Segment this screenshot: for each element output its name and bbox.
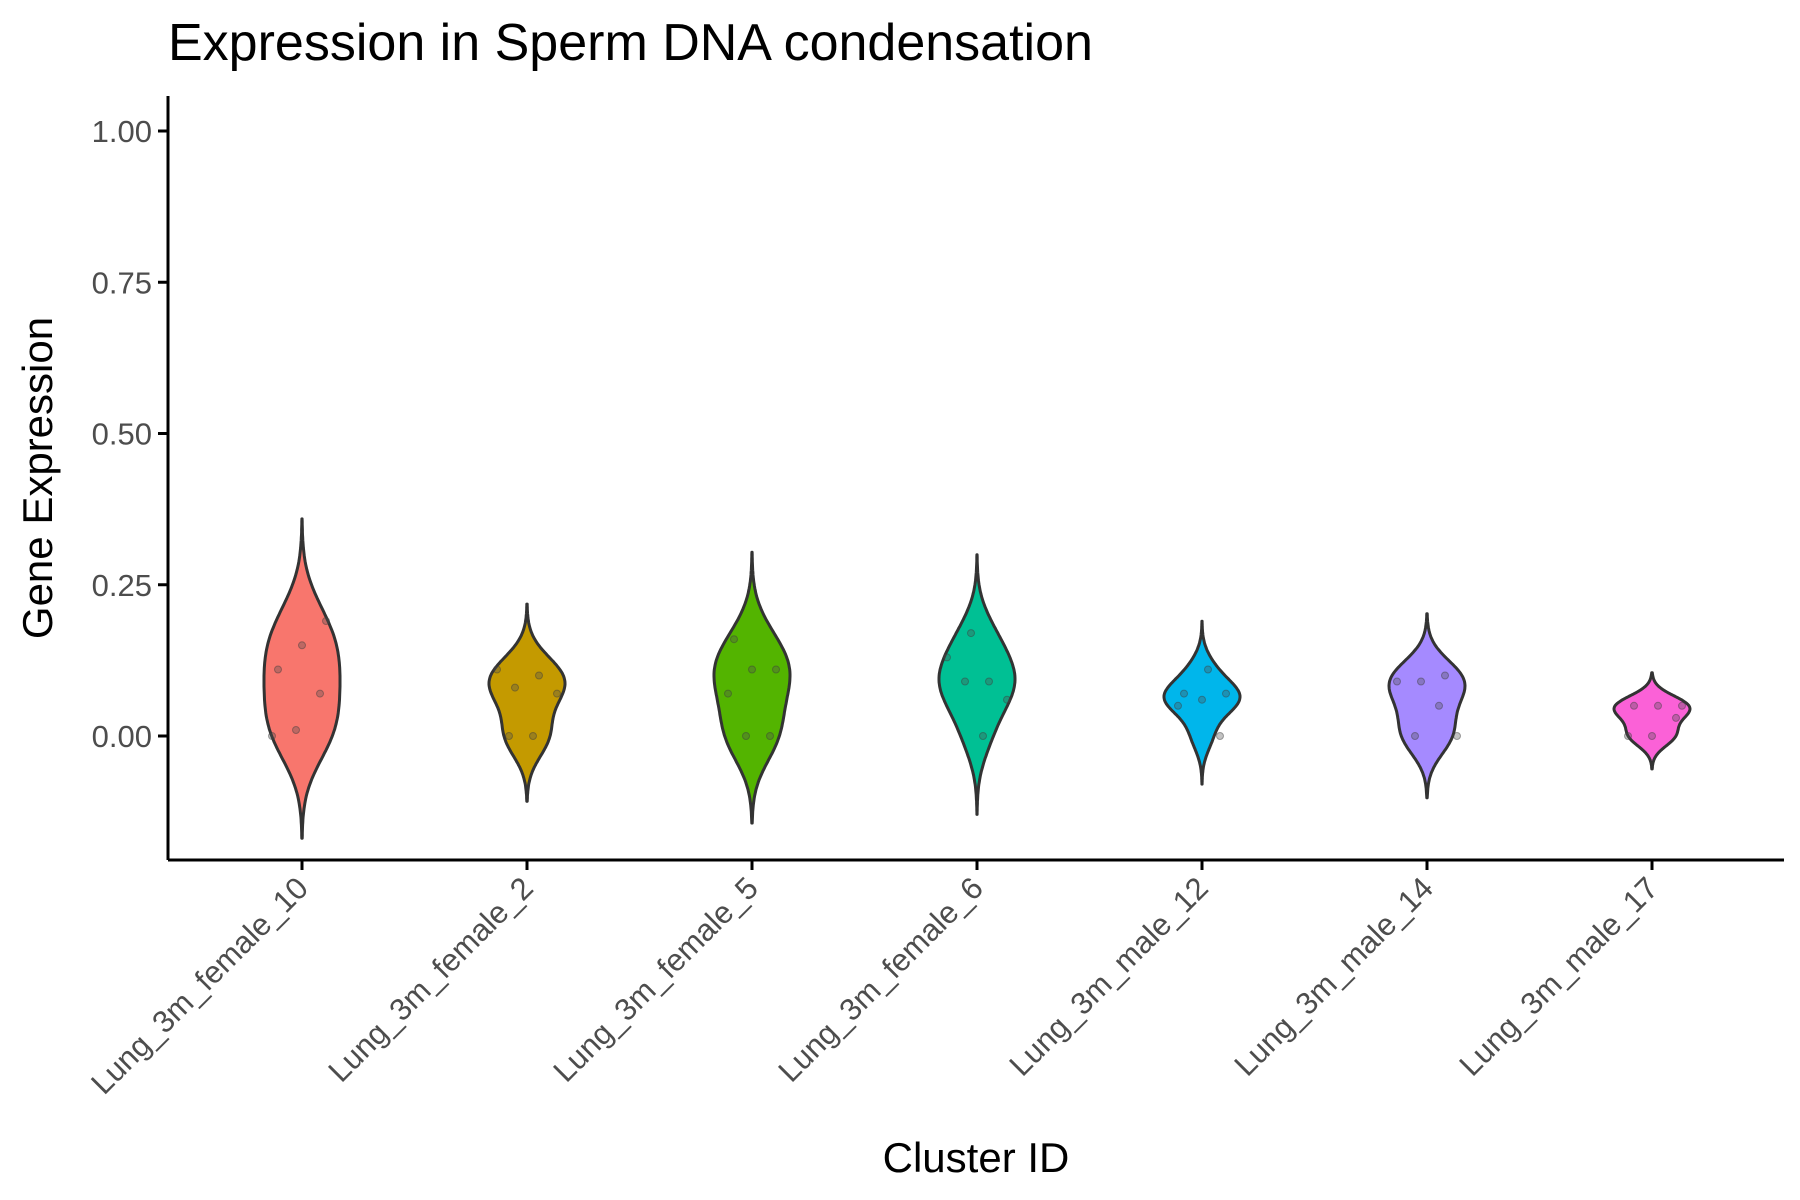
data-point	[493, 665, 501, 674]
data-point	[1678, 701, 1686, 710]
x-ticks: Lung_3m_female_10 Lung_3m_female_2 Lung_3m…	[84, 860, 1665, 1101]
data-point	[1204, 665, 1212, 674]
violin-Lung_3m_male_17	[1612, 671, 1692, 771]
data-point	[961, 677, 969, 686]
data-point	[1672, 713, 1680, 722]
data-point	[943, 653, 951, 662]
data-point	[1435, 701, 1443, 710]
x-tick-label: Lung_3m_female_2	[321, 870, 540, 1089]
violin-Lung_3m_female_10	[262, 517, 342, 840]
data-point	[1222, 689, 1230, 698]
x-tick-label: Lung_3m_female_10	[84, 870, 315, 1101]
data-point	[766, 732, 774, 740]
data-point	[298, 641, 306, 650]
x-tick-label: Lung_3m_male_14	[1228, 870, 1440, 1082]
violin-Lung_3m_male_14	[1387, 612, 1467, 800]
data-point	[1624, 732, 1632, 740]
violin-Lung_3m_female_5	[712, 550, 792, 825]
x-tick-label: Lung_3m_female_5	[546, 870, 765, 1089]
data-point	[553, 689, 561, 698]
data-point	[772, 665, 780, 674]
y-tick-label: 0.25	[92, 568, 152, 603]
y-tick-label: 0.75	[92, 265, 152, 300]
data-point	[742, 732, 750, 740]
data-point	[1003, 695, 1011, 704]
x-tick-label: Lung_3m_male_12	[1003, 870, 1215, 1082]
violin-Lung_3m_male_12	[1162, 619, 1242, 786]
x-tick-label: Lung_3m_female_6	[771, 870, 990, 1089]
data-point	[505, 732, 513, 740]
data-point	[1417, 677, 1425, 686]
data-point	[1216, 732, 1224, 740]
data-point	[1648, 732, 1656, 740]
data-point	[529, 732, 537, 740]
data-point	[748, 665, 756, 674]
chart-title: Expression in Sperm DNA condensation	[168, 14, 1093, 72]
violin-Lung_3m_female_6	[937, 553, 1017, 816]
data-point	[1654, 701, 1662, 710]
data-point	[322, 617, 330, 625]
data-point	[730, 635, 738, 644]
data-point	[1441, 671, 1449, 680]
points-layer	[268, 617, 1686, 740]
y-tick-label: 1.00	[92, 114, 152, 149]
data-point	[724, 689, 732, 698]
data-point	[985, 677, 993, 686]
data-point	[1411, 732, 1419, 740]
x-axis-title: Cluster ID	[883, 1134, 1070, 1181]
y-tick-label: 0.50	[92, 417, 152, 452]
data-point	[1198, 695, 1206, 704]
data-point	[535, 671, 543, 680]
y-ticks: 0.00 0.25 0.50 0.75 1.00	[92, 114, 168, 754]
data-point	[1630, 701, 1638, 710]
data-point	[268, 732, 276, 740]
violins-layer	[262, 517, 1692, 840]
data-point	[1453, 732, 1461, 740]
x-tick-label: Lung_3m_male_17	[1453, 870, 1665, 1082]
data-point	[1180, 689, 1188, 698]
data-point	[316, 689, 324, 698]
data-point	[967, 629, 975, 638]
violin-Lung_3m_female_2	[487, 602, 567, 803]
data-point	[292, 726, 300, 734]
data-point	[1174, 701, 1182, 710]
data-point	[979, 732, 987, 740]
data-point	[511, 683, 519, 692]
data-point	[1393, 677, 1401, 686]
data-point	[274, 665, 282, 674]
y-tick-label: 0.00	[92, 719, 152, 754]
y-axis-title: Gene Expression	[14, 317, 61, 639]
